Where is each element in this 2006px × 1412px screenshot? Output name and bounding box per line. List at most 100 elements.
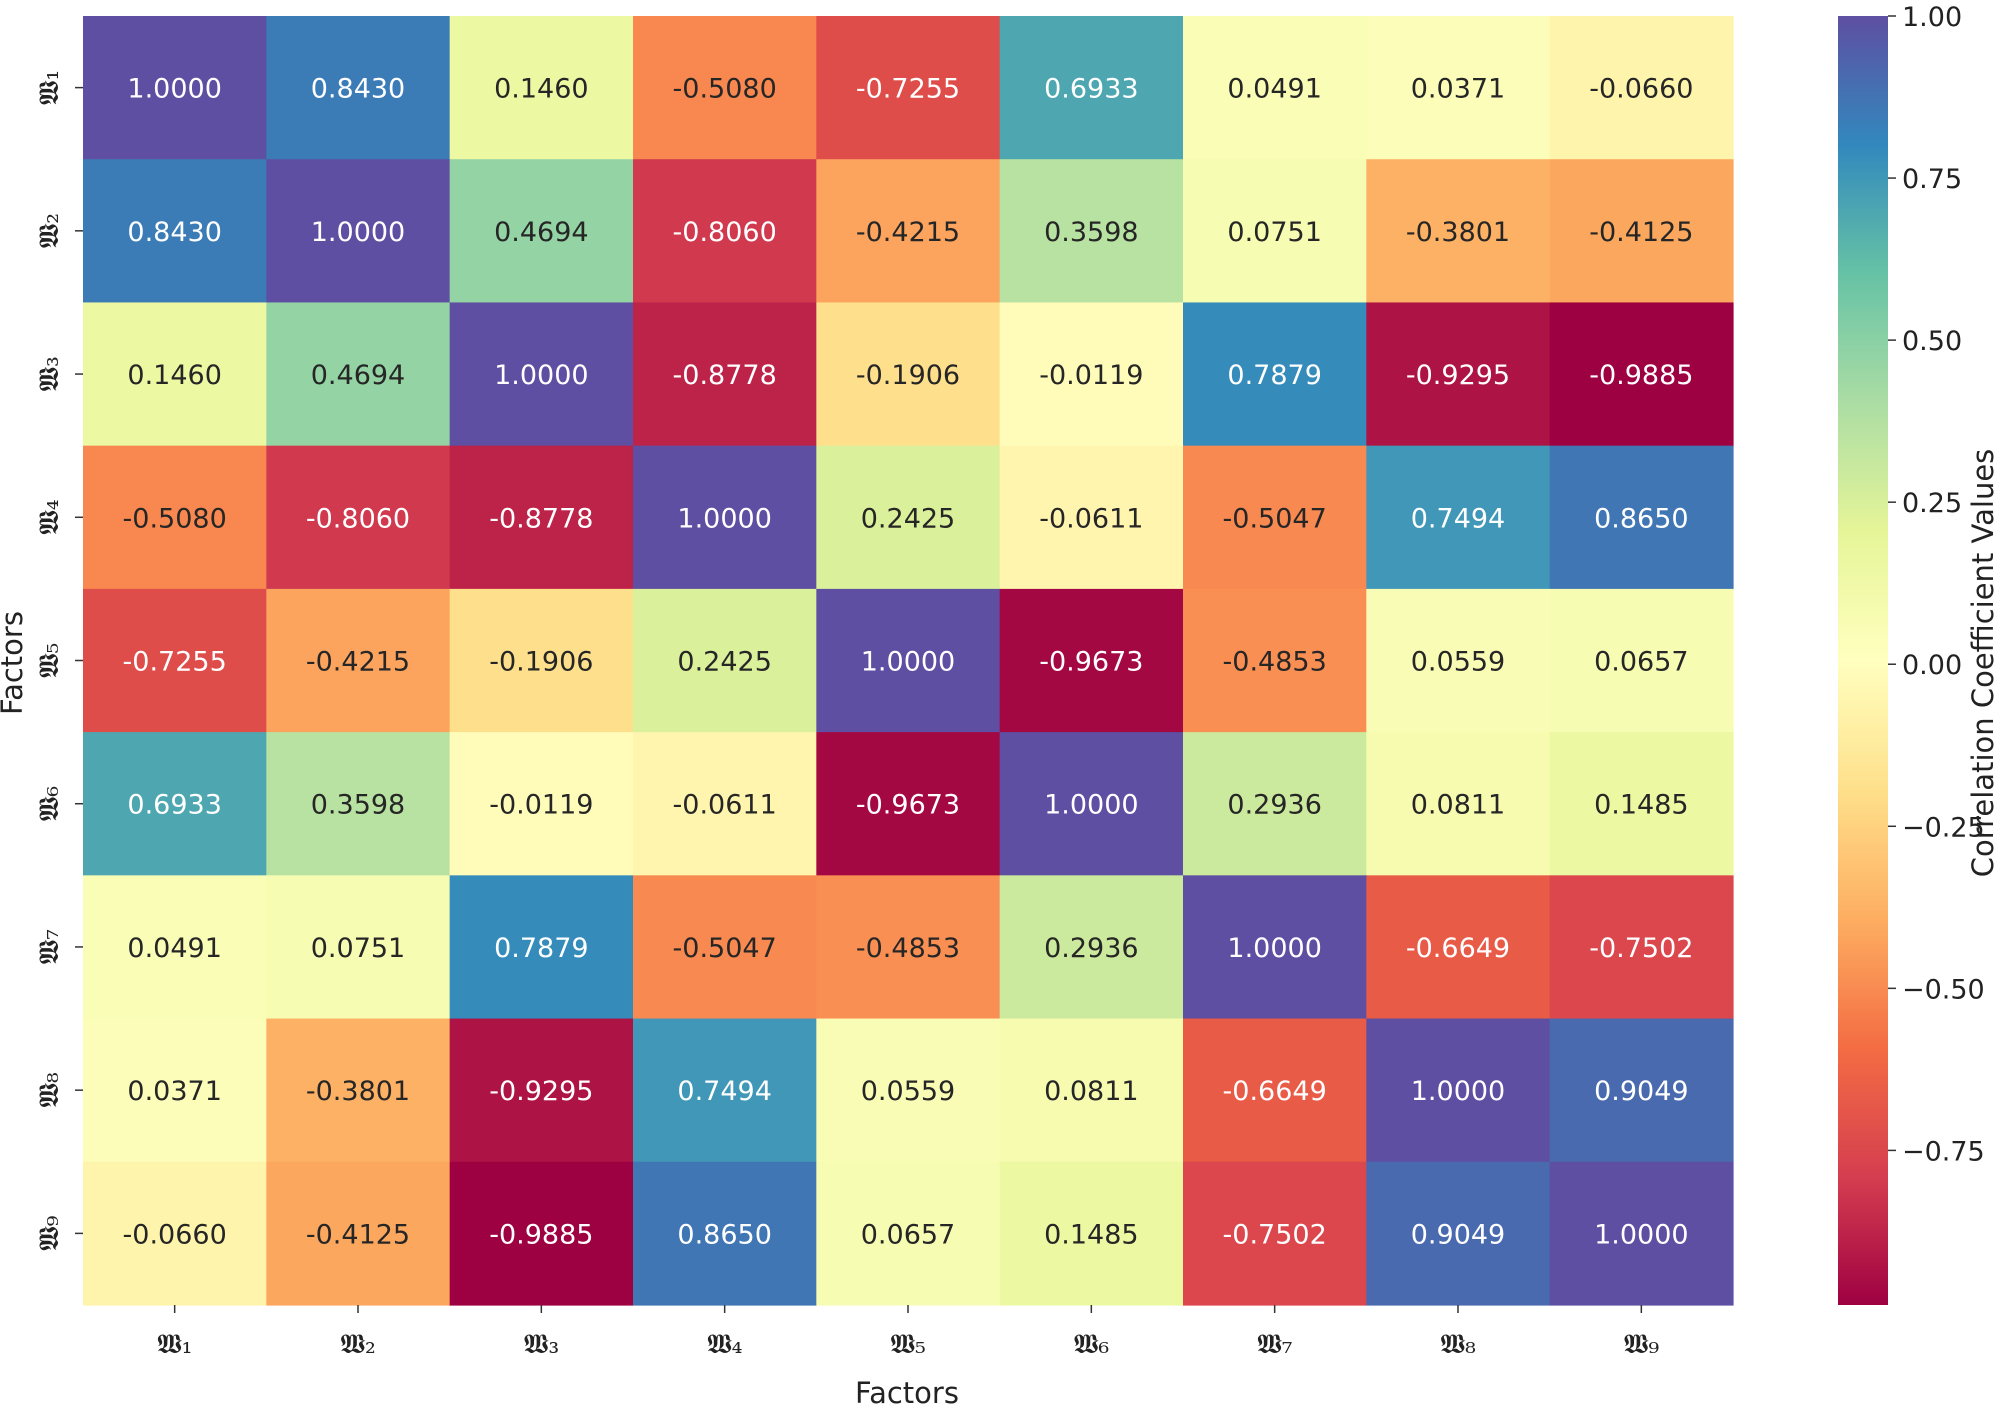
heatmap-cell-label-r9-c1: -0.0660	[123, 1219, 227, 1250]
heatmap-cell-r1-c6	[999, 16, 1184, 160]
heatmap-cell-r7-c5	[816, 875, 1001, 1020]
heatmap-cell-label-r5-c9: 0.0657	[1594, 647, 1688, 678]
heatmap-cell-r8-c3	[449, 1018, 634, 1163]
heatmap-cell-r7-c3	[449, 875, 634, 1020]
heatmap-cell-label-r8-c1: 0.0371	[127, 1076, 221, 1107]
heatmap-cell-label-r2-c1: 0.8430	[127, 217, 221, 248]
heatmap-cell-r5-c7	[1183, 588, 1367, 733]
heatmap-cell-label-r4-c4: 1.0000	[677, 503, 771, 534]
heatmap-cell-label-r2-c8: -0.3801	[1406, 217, 1510, 248]
heatmap-cell-label-r6-c3: -0.0119	[489, 790, 593, 821]
heatmap-cell-label-r3-c1: 0.1460	[127, 360, 221, 391]
heatmap-cell-r4-c6	[999, 445, 1184, 590]
heatmap-cell-r5-c5	[816, 588, 1001, 733]
y-tick-label-9: 𝖂₉	[34, 1215, 65, 1251]
heatmap-cell-r6-c7	[1183, 732, 1367, 876]
heatmap-cell-label-r4-c2: -0.8060	[306, 503, 410, 534]
heatmap-cell-r9-c2	[266, 1161, 451, 1306]
heatmap-cell-r1-c2	[266, 16, 451, 160]
heatmap-cell-label-r1-c7: 0.0491	[1227, 74, 1321, 105]
heatmap-cell-label-r9-c3: -0.9885	[489, 1219, 593, 1250]
heatmap-cell-label-r3-c6: -0.0119	[1039, 360, 1143, 391]
heatmap-cell-r5-c4	[633, 588, 817, 733]
heatmap-cell-label-r1-c1: 1.0000	[127, 74, 221, 105]
heatmap-cell-label-r9-c4: 0.8650	[677, 1219, 771, 1250]
heatmap-cell-r8-c2	[266, 1018, 451, 1163]
heatmap-cell-r4-c4	[633, 445, 817, 590]
heatmap-cell-label-r1-c5: -0.7255	[856, 74, 960, 105]
heatmap-cell-label-r1-c3: 0.1460	[494, 74, 588, 105]
heatmap-cell-r8-c5	[816, 1018, 1001, 1163]
heatmap-cell-labels: 1.0000 0.8430 0.1460 -0.5080 -0.7255 0.6933 0.…	[123, 74, 1694, 1251]
heatmap-cell-r6-c4	[633, 732, 817, 876]
colorbar-tick-label-8: −0.75	[1902, 1136, 1985, 1167]
heatmap-cell-r6-c8	[1366, 732, 1551, 876]
heatmap-cell-r2-c5	[816, 159, 1001, 304]
heatmap-cell-r8-c8	[1366, 1018, 1551, 1163]
heatmap-cell-r6-c2	[266, 732, 451, 876]
heatmap-cell-label-r5-c7: -0.4853	[1223, 647, 1327, 678]
heatmap-cell-label-r1-c2: 0.8430	[311, 74, 405, 105]
heatmap-cell-r4-c8	[1366, 445, 1551, 590]
y-tick-label-6: 𝖂₆	[34, 786, 65, 822]
heatmap-cell-label-r7-c4: -0.5047	[673, 933, 777, 964]
heatmap-cell-label-r1-c6: 0.6933	[1044, 74, 1138, 105]
colorbar: 1.00 0.75 0.50 0.25 0.00 −0.25 −0.50 −0.75	[1838, 2, 1985, 1305]
heatmap-cell-r2-c2	[266, 159, 451, 304]
heatmap-cell-label-r3-c3: 1.0000	[494, 360, 588, 391]
heatmap-cell-label-r7-c9: -0.7502	[1589, 933, 1693, 964]
heatmap-cell-r7-c6	[999, 875, 1184, 1020]
x-tick-label-8: 𝖂₈	[1440, 1329, 1476, 1360]
heatmap-cell-label-r7-c6: 0.2936	[1044, 933, 1138, 964]
heatmap-cell-r3-c3	[449, 302, 634, 447]
heatmap-cell-label-r4-c5: 0.2425	[861, 503, 955, 534]
heatmap-cell-r3-c6	[999, 302, 1184, 447]
heatmap-cell-label-r9-c9: 1.0000	[1594, 1219, 1688, 1250]
heatmap-cell-label-r4-c1: -0.5080	[123, 503, 227, 534]
heatmap-cell-r8-c9	[1549, 1018, 1734, 1163]
heatmap-cell-r7-c8	[1366, 875, 1551, 1020]
heatmap-cell-label-r5-c1: -0.7255	[123, 647, 227, 678]
heatmap-cell-label-r7-c5: -0.4853	[856, 933, 960, 964]
colorbar-gradient	[1838, 16, 1888, 1305]
heatmap-cell-r2-c8	[1366, 159, 1551, 304]
heatmap-cell-r9-c8	[1366, 1161, 1551, 1306]
x-tick-label-6: 𝖂₆	[1073, 1329, 1109, 1360]
colorbar-tick-label-1: 1.00	[1902, 2, 1962, 33]
heatmap-cell-label-r2-c4: -0.8060	[673, 217, 777, 248]
heatmap-cell-r8-c7	[1183, 1018, 1367, 1163]
heatmap-cell-label-r1-c4: -0.5080	[673, 74, 777, 105]
heatmap-cell-r5-c6	[999, 588, 1184, 733]
y-tick-label-3: 𝖂₃	[34, 356, 65, 392]
heatmap-cell-r9-c5	[816, 1161, 1001, 1306]
heatmap-cell-label-r2-c7: 0.0751	[1227, 217, 1321, 248]
heatmap-cell-r1-c9	[1549, 16, 1734, 160]
heatmap-cell-r9-c9	[1549, 1161, 1734, 1306]
heatmap-cell-label-r7-c3: 0.7879	[494, 933, 588, 964]
heatmap-cell-r3-c1	[83, 302, 267, 447]
y-axis-title: Factors	[0, 611, 29, 715]
heatmap-cell-r2-c4	[633, 159, 817, 304]
heatmap-cell-r2-c1	[83, 159, 267, 304]
heatmap-cell-label-r4-c8: 0.7494	[1411, 503, 1505, 534]
heatmap-cell-r3-c5	[816, 302, 1001, 447]
heatmap-cell-r8-c4	[633, 1018, 817, 1163]
heatmap-cell-label-r3-c9: -0.9885	[1589, 360, 1693, 391]
heatmap-cell-label-r3-c5: -0.1906	[856, 360, 960, 391]
heatmap-cell-label-r5-c2: -0.4215	[306, 647, 410, 678]
heatmap-cell-label-r2-c6: 0.3598	[1044, 217, 1138, 248]
heatmap-cell-r1-c5	[816, 16, 1001, 160]
heatmap-cell-label-r6-c6: 1.0000	[1044, 790, 1138, 821]
heatmap-cell-r9-c1	[83, 1161, 267, 1306]
heatmap-cell-r5-c2	[266, 588, 451, 733]
heatmap-cell-r7-c4	[633, 875, 817, 1020]
colorbar-tick-label-7: −0.50	[1902, 974, 1985, 1005]
heatmap-cell-label-r4-c7: -0.5047	[1223, 503, 1327, 534]
heatmap-cell-r3-c4	[633, 302, 817, 447]
x-tick-label-1: 𝖂₁	[157, 1329, 193, 1360]
heatmap-cell-r4-c7	[1183, 445, 1367, 590]
heatmap-cell-r6-c5	[816, 732, 1001, 876]
heatmap-cell-r7-c9	[1549, 875, 1734, 1020]
heatmap-cell-r8-c1	[83, 1018, 267, 1163]
